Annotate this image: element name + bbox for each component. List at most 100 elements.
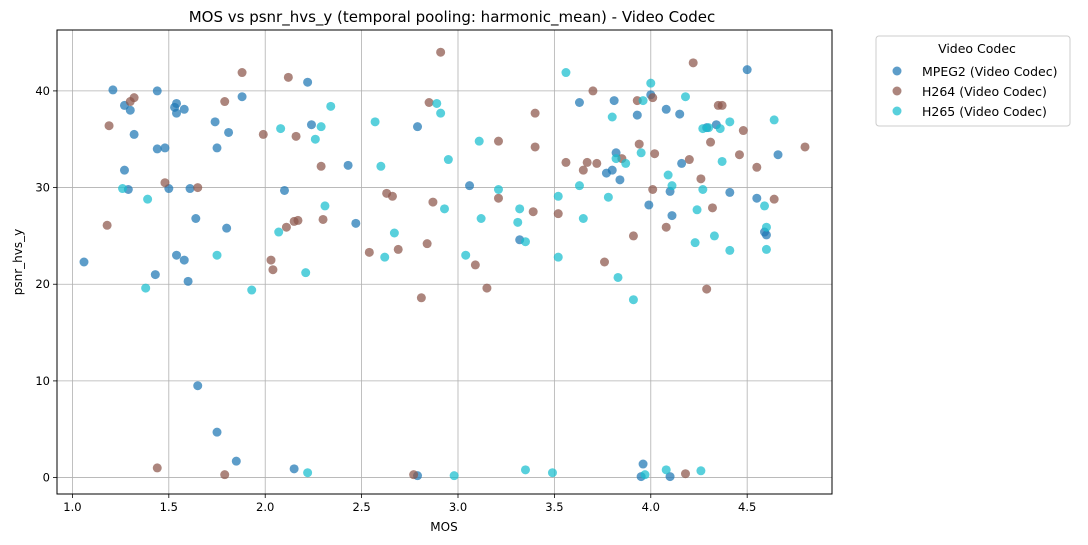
data-point bbox=[102, 220, 112, 230]
data-point bbox=[268, 265, 278, 275]
data-point bbox=[513, 217, 523, 227]
x-tick-label: 1.0 bbox=[63, 500, 81, 514]
data-point bbox=[650, 149, 660, 159]
data-point bbox=[769, 194, 779, 204]
data-point bbox=[160, 178, 170, 188]
legend-box bbox=[875, 35, 1071, 127]
data-point bbox=[607, 112, 617, 122]
data-point bbox=[615, 175, 625, 185]
x-axis-ticks: 1.0 1.5 2.0 2.5 3.0 3.5 4.0 4.5 bbox=[63, 494, 756, 514]
data-point bbox=[717, 156, 727, 166]
data-point bbox=[118, 184, 128, 194]
data-point bbox=[172, 108, 182, 118]
data-point bbox=[436, 108, 446, 118]
x-tick-label: 4.0 bbox=[642, 500, 660, 514]
data-point bbox=[769, 115, 779, 125]
data-point bbox=[588, 86, 598, 96]
data-point bbox=[343, 160, 353, 170]
plot-frame bbox=[56, 29, 833, 495]
data-point bbox=[628, 295, 638, 305]
data-point bbox=[677, 158, 687, 168]
data-point bbox=[592, 158, 602, 168]
data-point bbox=[461, 250, 471, 260]
data-point bbox=[443, 155, 453, 165]
x-tick-label: 2.5 bbox=[352, 500, 370, 514]
data-point bbox=[717, 100, 727, 110]
data-point bbox=[603, 192, 613, 202]
data-point bbox=[279, 185, 289, 195]
legend-entry-label: H264 (Video Codec) bbox=[922, 84, 1047, 99]
data-point bbox=[316, 122, 326, 132]
data-point bbox=[530, 108, 540, 118]
data-point bbox=[289, 464, 299, 474]
data-point bbox=[738, 126, 748, 136]
data-point bbox=[432, 98, 442, 108]
data-point bbox=[702, 284, 712, 294]
data-point bbox=[224, 127, 234, 137]
data-point bbox=[648, 93, 658, 103]
data-point bbox=[306, 120, 316, 130]
data-point bbox=[266, 255, 276, 265]
data-point bbox=[725, 117, 735, 127]
data-point bbox=[237, 92, 247, 102]
data-point bbox=[640, 470, 650, 480]
data-point bbox=[212, 250, 222, 260]
data-point bbox=[320, 201, 330, 211]
data-point bbox=[376, 161, 386, 171]
data-point bbox=[465, 181, 475, 191]
data-point bbox=[160, 143, 170, 153]
data-point bbox=[644, 200, 654, 210]
data-point bbox=[709, 231, 719, 241]
data-point bbox=[141, 283, 151, 293]
y-axis-ticks: 0 10 20 30 40 bbox=[35, 84, 57, 485]
data-point bbox=[520, 237, 530, 247]
data-point bbox=[692, 205, 702, 215]
data-point bbox=[493, 185, 503, 194]
data-point bbox=[150, 270, 160, 280]
data-point bbox=[482, 283, 492, 293]
data-point bbox=[688, 58, 698, 68]
data-point bbox=[725, 187, 735, 197]
data-point bbox=[680, 469, 690, 479]
data-point bbox=[725, 245, 735, 255]
data-point bbox=[761, 244, 771, 254]
data-point bbox=[680, 92, 690, 102]
y-tick-label: 10 bbox=[35, 374, 50, 388]
data-point bbox=[129, 93, 139, 103]
data-point bbox=[129, 129, 139, 139]
data-point bbox=[582, 157, 592, 167]
data-point bbox=[316, 161, 326, 171]
data-point bbox=[638, 96, 648, 106]
x-tick-label: 1.5 bbox=[160, 500, 178, 514]
data-point bbox=[258, 129, 268, 139]
data-point bbox=[600, 257, 610, 267]
data-point bbox=[293, 215, 303, 225]
data-point bbox=[387, 191, 397, 201]
legend-entry-label: MPEG2 (Video Codec) bbox=[922, 64, 1057, 79]
data-point bbox=[760, 201, 770, 211]
chart-title: MOS vs psnr_hvs_y (temporal pooling: har… bbox=[189, 8, 716, 27]
y-tick-label: 30 bbox=[35, 181, 50, 195]
data-point bbox=[607, 165, 617, 175]
data-point bbox=[172, 98, 182, 108]
data-point bbox=[574, 181, 584, 191]
data-point bbox=[220, 97, 230, 107]
data-point bbox=[422, 239, 432, 249]
data-point bbox=[528, 207, 538, 217]
data-point bbox=[318, 214, 328, 224]
data-points bbox=[79, 47, 810, 482]
data-point bbox=[301, 268, 311, 278]
data-point bbox=[364, 247, 374, 257]
series-1-points bbox=[79, 65, 783, 482]
data-point bbox=[212, 427, 222, 437]
data-point bbox=[370, 117, 380, 127]
data-point bbox=[104, 121, 114, 131]
x-tick-label: 2.0 bbox=[256, 500, 274, 514]
data-point bbox=[661, 465, 671, 475]
grid-lines bbox=[57, 30, 832, 494]
data-point bbox=[530, 142, 540, 152]
data-point bbox=[247, 285, 257, 295]
data-point bbox=[79, 257, 89, 267]
data-point bbox=[436, 47, 446, 57]
